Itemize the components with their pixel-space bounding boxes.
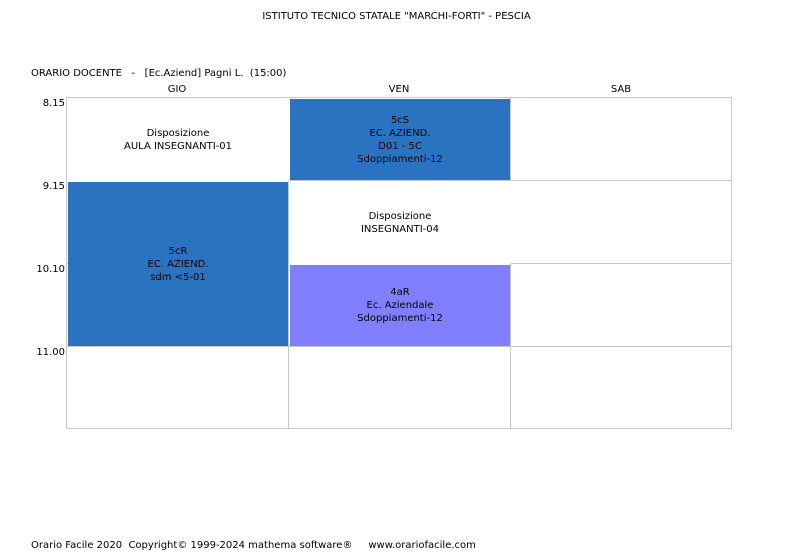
school-title: ISTITUTO TECNICO STATALE "MARCHI-FORTI" …	[262, 11, 531, 22]
lesson-line: 5cS	[390, 114, 410, 126]
lesson-gio-5cr[interactable]: 5cR EC. AZIEND. sdm <5-01	[68, 182, 288, 346]
lesson-line: Disposizione	[368, 210, 432, 222]
grid-cell	[289, 98, 511, 181]
grid-cell	[511, 98, 732, 181]
lesson-line: 5cR	[168, 245, 188, 257]
teacher-schedule-title: ORARIO DOCENTE - [Ec.Aziend] Pagni L. (1…	[31, 68, 287, 79]
time-label-10-10: 10.10	[36, 264, 65, 275]
lesson-line: INSEGNANTI-04	[360, 223, 440, 235]
grid-cell	[289, 347, 511, 428]
grid-cell	[511, 264, 732, 347]
lesson-line: Sdoppiamenti-12	[357, 153, 443, 165]
grid-cell	[289, 264, 511, 347]
lesson-line: EC. AZIEND.	[369, 127, 431, 139]
grid-cell	[511, 181, 732, 264]
time-label-9-15: 9.15	[42, 181, 65, 192]
day-header-gio: GIO	[167, 84, 187, 95]
lesson-line: Disposizione	[146, 127, 210, 139]
time-label-11-00: 11.00	[36, 347, 65, 358]
lesson-line: EC. AZIEND.	[147, 258, 209, 270]
lesson-line: D01 - 5C	[378, 140, 422, 152]
grid-cell	[67, 264, 289, 347]
timetable-grid: Disposizione AULA INSEGNANTI-01 5cR EC. …	[66, 97, 732, 429]
lesson-line: AULA INSEGNANTI-01	[123, 140, 233, 152]
lesson-line: sdm <5-01	[150, 271, 206, 283]
day-header-ven: VEN	[388, 84, 410, 95]
lesson-line: Ec. Aziendale	[366, 300, 434, 311]
day-header-sab: SAB	[610, 84, 632, 95]
grid-cell	[511, 347, 732, 428]
grid-cell	[67, 347, 289, 428]
lesson-gio-disposizione[interactable]: Disposizione AULA INSEGNANTI-01	[67, 98, 289, 181]
time-label-8-15: 8.15	[42, 98, 65, 109]
lesson-line: 4aR	[390, 287, 410, 298]
lesson-ven-5cs[interactable]: 5cS EC. AZIEND. D01 - 5C Sdoppiamenti-12	[290, 99, 510, 180]
lesson-line: Sdoppiamenti-12	[357, 313, 443, 324]
lesson-ven-disposizione[interactable]: Disposizione INSEGNANTI-04	[289, 181, 511, 264]
lesson-ven-4ar[interactable]: 4aR Ec. Aziendale Sdoppiamenti-12	[290, 265, 510, 346]
footer-copyright: Orario Facile 2020 Copyright© 1999-2024 …	[31, 540, 476, 551]
